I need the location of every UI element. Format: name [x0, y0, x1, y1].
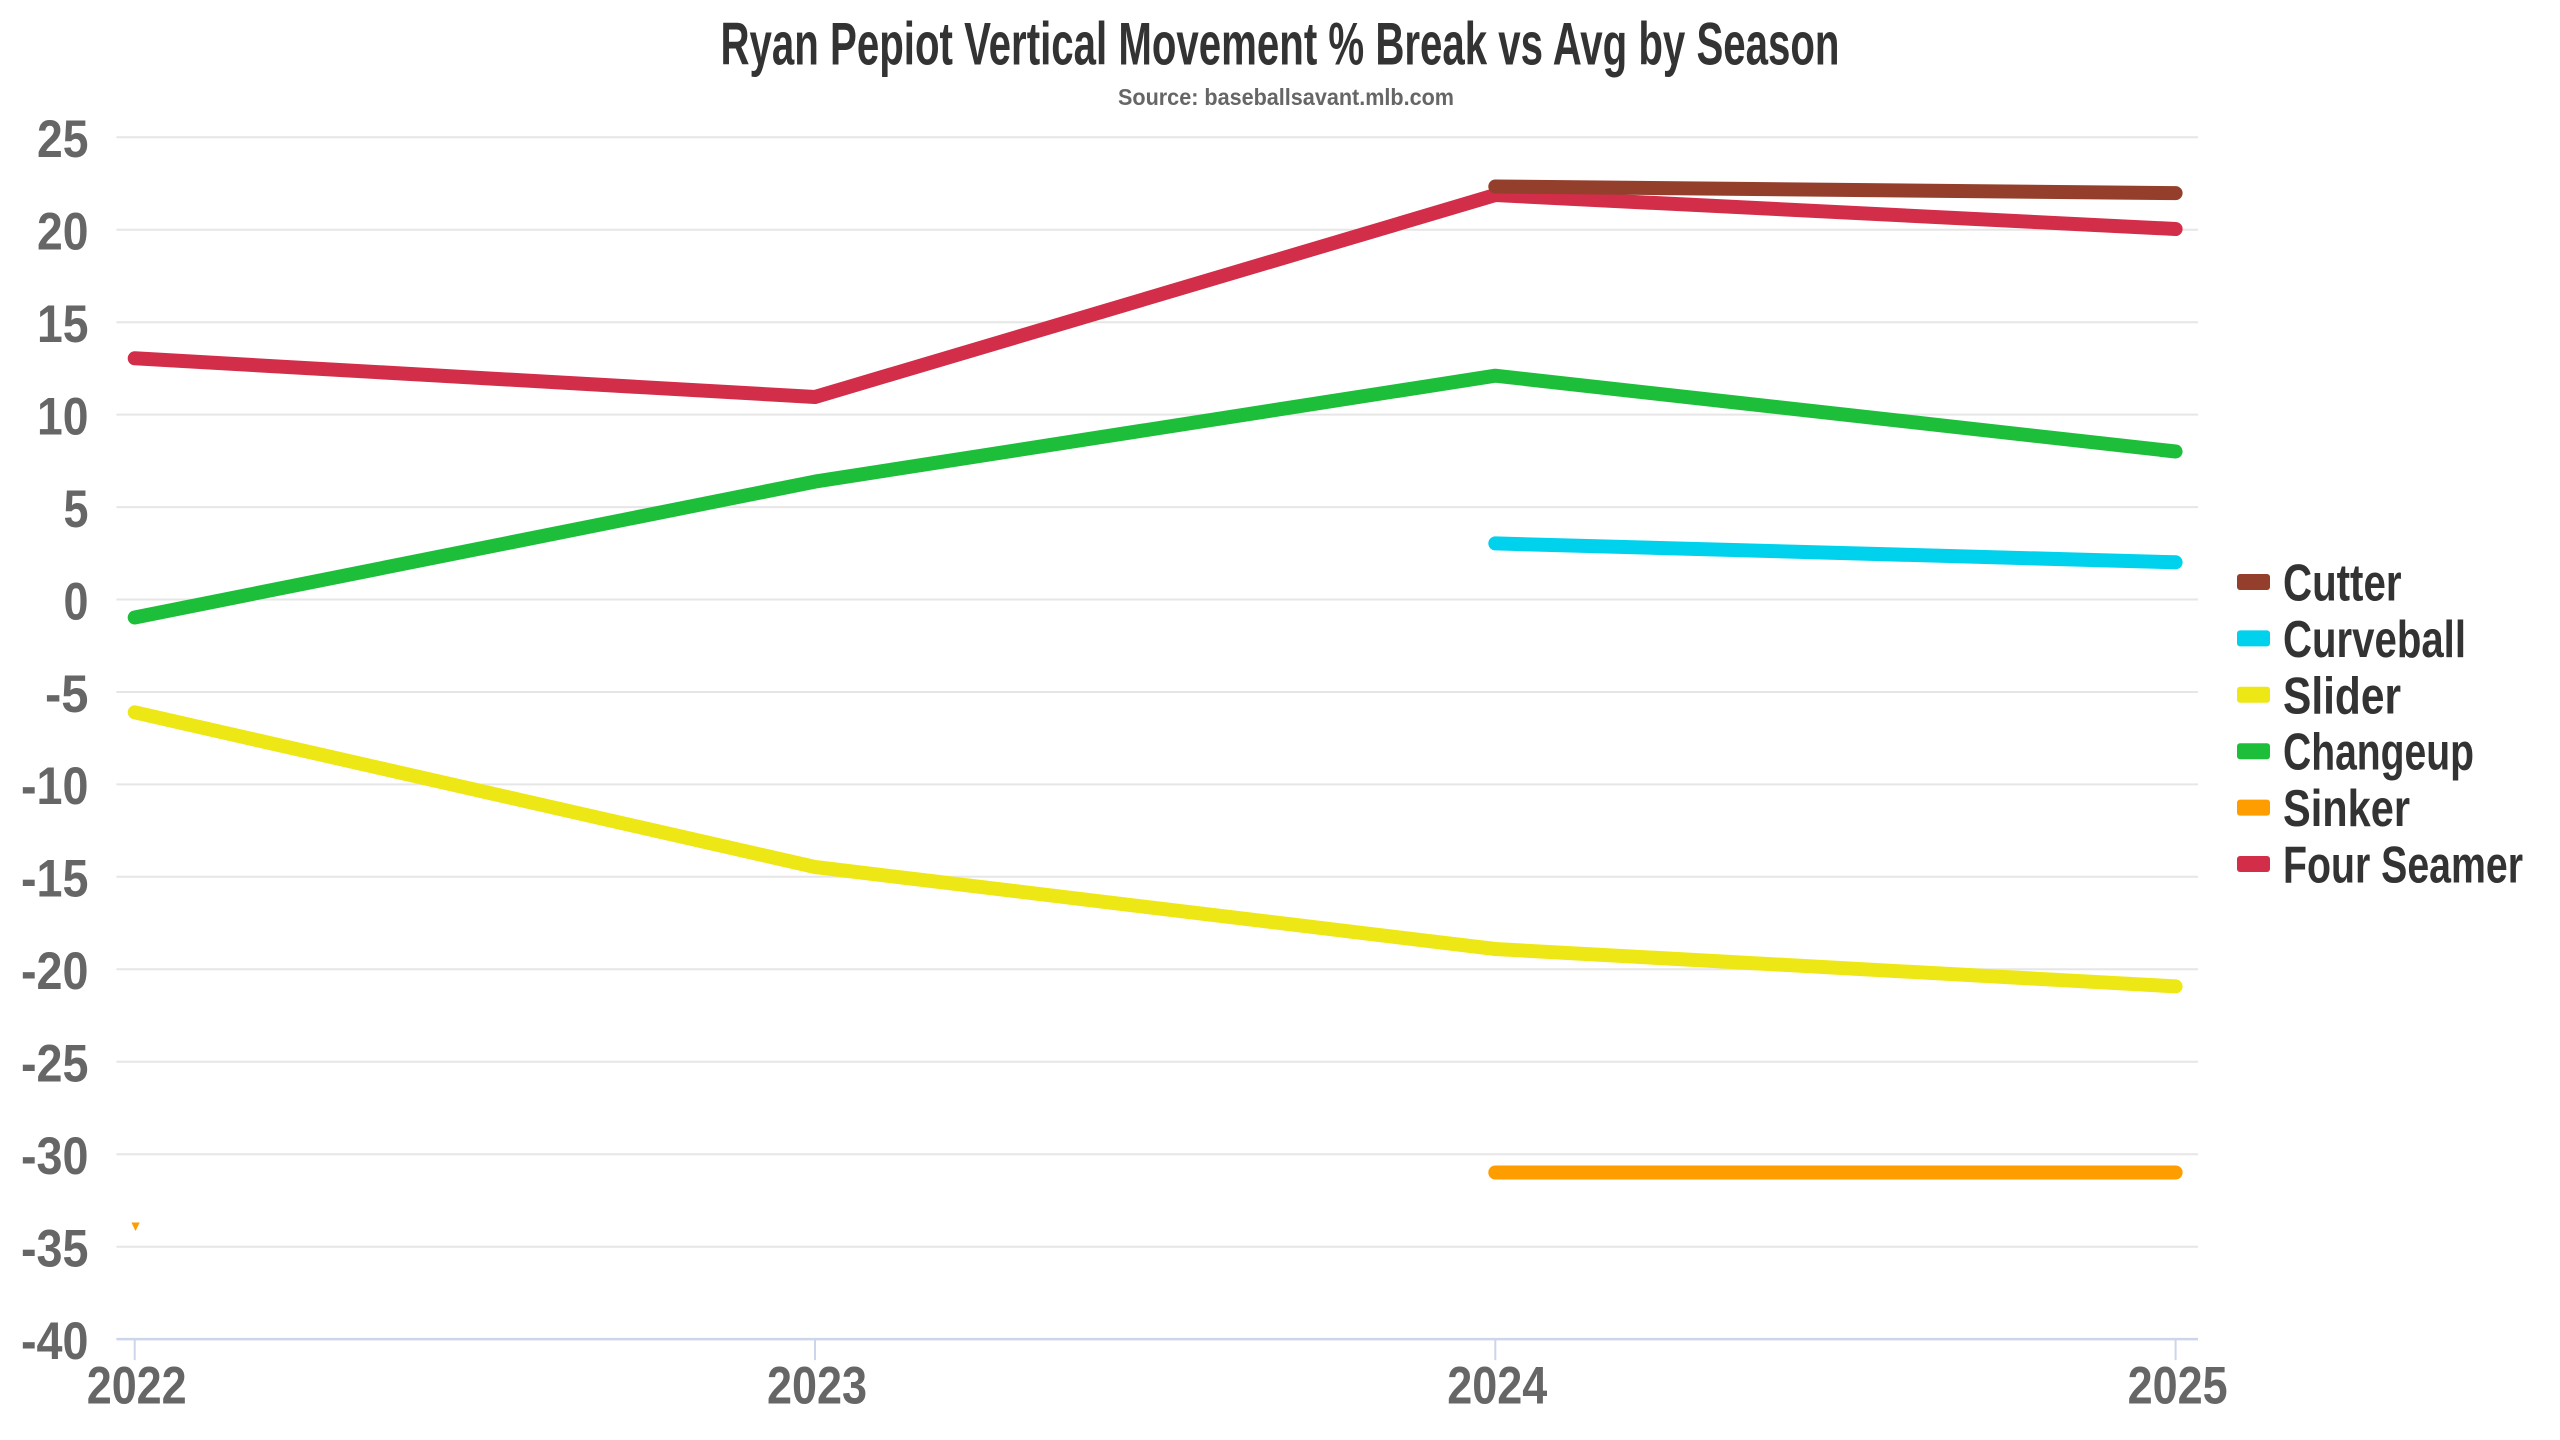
svg-text:Slider: Slider	[2283, 667, 2401, 725]
svg-text:-5: -5	[45, 665, 89, 724]
svg-text:-40: -40	[21, 1312, 89, 1371]
svg-text:Ryan Pepiot Vertical Movement: Ryan Pepiot Vertical Movement % Break vs…	[721, 11, 1840, 78]
svg-text:-10: -10	[21, 757, 89, 816]
svg-text:Curveball: Curveball	[2283, 611, 2466, 669]
svg-text:-25: -25	[21, 1035, 89, 1094]
svg-text:-30: -30	[21, 1127, 89, 1186]
svg-text:2025: 2025	[2128, 1357, 2228, 1416]
svg-text:2024: 2024	[1447, 1357, 1547, 1416]
svg-text:2023: 2023	[767, 1357, 867, 1416]
svg-text:Sinker: Sinker	[2283, 780, 2410, 838]
svg-text:0: 0	[64, 572, 89, 631]
svg-text:Cutter: Cutter	[2283, 555, 2402, 613]
svg-text:Four Seamer: Four Seamer	[2283, 837, 2523, 895]
svg-text:2022: 2022	[87, 1357, 187, 1416]
svg-text:-15: -15	[21, 850, 89, 909]
svg-text:-20: -20	[21, 942, 89, 1001]
svg-text:Changeup: Changeup	[2283, 724, 2474, 782]
svg-text:Source: baseballsavant.mlb.com: Source: baseballsavant.mlb.com	[1118, 84, 1454, 110]
svg-text:20: 20	[37, 203, 89, 262]
svg-text:5: 5	[64, 480, 89, 539]
svg-text:25: 25	[37, 110, 89, 169]
svg-text:10: 10	[37, 387, 89, 446]
svg-text:-35: -35	[21, 1220, 89, 1279]
svg-text:15: 15	[37, 295, 89, 354]
